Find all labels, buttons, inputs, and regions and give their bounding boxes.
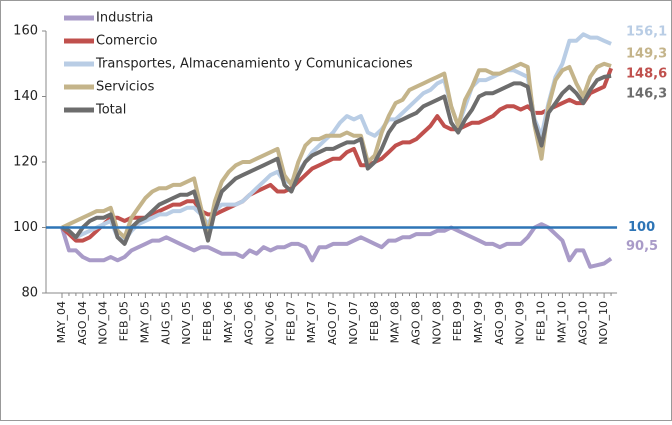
- legend-label: Total: [95, 103, 126, 118]
- legend-label: Industria: [96, 11, 153, 26]
- series-line: [60, 67, 613, 243]
- x-tick-label: MAY_10: [555, 301, 568, 343]
- x-tick-label: FEB_07: [284, 301, 297, 341]
- x-tick-label: FEB_05: [118, 301, 131, 341]
- reference-label: 100: [628, 220, 655, 235]
- y-tick-label: 140: [13, 89, 38, 104]
- x-tick-label: MAY_09: [472, 301, 485, 343]
- x-tick-label: NOV_09: [514, 301, 527, 345]
- x-tick-label: AGO_06: [243, 301, 256, 345]
- x-tick-label: NOV_06: [264, 301, 277, 345]
- x-tick-label: FEB_09: [451, 301, 464, 341]
- end-label: 148,6: [626, 67, 667, 82]
- x-tick-label: NOV_05: [180, 301, 193, 345]
- series-line: [61, 73, 612, 246]
- x-tick-label: MAY_07: [305, 301, 318, 343]
- x-tick-label: MAY_04: [55, 301, 68, 343]
- x-tick-label: NOV_07: [347, 301, 360, 345]
- y-tick-label: 80: [21, 286, 38, 301]
- y-tick-label: 160: [13, 24, 38, 39]
- series-line: [60, 222, 613, 269]
- legend-label: Comercio: [96, 34, 158, 49]
- x-tick-label: MAY_06: [222, 301, 235, 343]
- x-tick-label: AGO_08: [409, 301, 422, 345]
- x-tick-label: AGO_04: [76, 301, 89, 345]
- x-tick-label: NOV_10: [597, 301, 610, 345]
- legend-label: Servicios: [96, 80, 155, 95]
- y-tick-label: 120: [13, 155, 38, 170]
- x-tick-label: MAY_08: [389, 301, 402, 343]
- x-tick-label: MAY_05: [138, 301, 151, 343]
- end-label: 90,5: [626, 239, 658, 254]
- series-line: [61, 32, 612, 243]
- legend-label: Transportes, Almacenamiento y Comunicaci…: [95, 57, 413, 72]
- x-tick-label: FEB_08: [368, 301, 381, 341]
- x-tick-label: FEB_10: [535, 301, 548, 341]
- end-label: 146,3: [626, 87, 667, 102]
- x-tick-label: FEB_06: [201, 301, 214, 341]
- x-tick-label: NOV_08: [430, 301, 443, 345]
- x-tick-label: NOV_04: [97, 301, 110, 345]
- series-line: [61, 61, 612, 240]
- x-tick-label: AUG_05: [159, 301, 172, 345]
- y-tick-label: 100: [13, 220, 38, 235]
- x-tick-label: AGO_07: [326, 301, 339, 345]
- x-tick-label: AGO_10: [576, 301, 589, 345]
- end-label: 156,1: [626, 24, 667, 39]
- end-label: 149,3: [626, 47, 667, 62]
- x-tick-label: AGO_09: [493, 301, 506, 345]
